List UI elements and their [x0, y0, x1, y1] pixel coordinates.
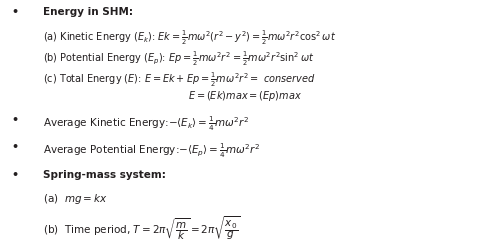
- Text: •: •: [11, 170, 18, 180]
- Text: (b)  Time period, $T = 2\pi\sqrt{\dfrac{m}{k}} = 2\pi\sqrt{\dfrac{x_0}{g}}$: (b) Time period, $T = 2\pi\sqrt{\dfrac{m…: [43, 215, 241, 243]
- Text: Average Potential Energy:$-\langle E_p\rangle =\frac{1}{4}m\omega^2r^2$: Average Potential Energy:$-\langle E_p\r…: [43, 142, 260, 160]
- Text: (a) Kinetic Energy ($E_k$): $Ek =\frac{1}{2}m\omega^2(r^2 - y^2) =\frac{1}{2}m\o: (a) Kinetic Energy ($E_k$): $Ek =\frac{1…: [43, 29, 336, 47]
- Text: Spring-mass system:: Spring-mass system:: [43, 170, 166, 180]
- Text: (b) Potential Energy ($E_p$): $Ep =\frac{1}{2}m\omega^2r^2 =\frac{1}{2}m\omega^2: (b) Potential Energy ($E_p$): $Ep =\frac…: [43, 50, 315, 68]
- Text: Average Kinetic Energy:$-\langle E_k\rangle =\frac{1}{4}m\omega^2r^2$: Average Kinetic Energy:$-\langle E_k\ran…: [43, 115, 249, 133]
- Text: •: •: [11, 7, 18, 17]
- Text: (a)  $mg = kx$: (a) $mg = kx$: [43, 192, 108, 206]
- Text: Energy in SHM:: Energy in SHM:: [43, 7, 133, 17]
- Text: •: •: [11, 115, 18, 125]
- Text: $E = (Ek)max = (Ep)max$: $E = (Ek)max = (Ep)max$: [188, 89, 302, 103]
- Text: •: •: [11, 142, 18, 152]
- Text: (c) Total Energy ($E$): $E = Ek + Ep =\frac{1}{2}m\omega^2r^2 =$ $conserved$: (c) Total Energy ($E$): $E = Ek + Ep =\f…: [43, 71, 316, 89]
